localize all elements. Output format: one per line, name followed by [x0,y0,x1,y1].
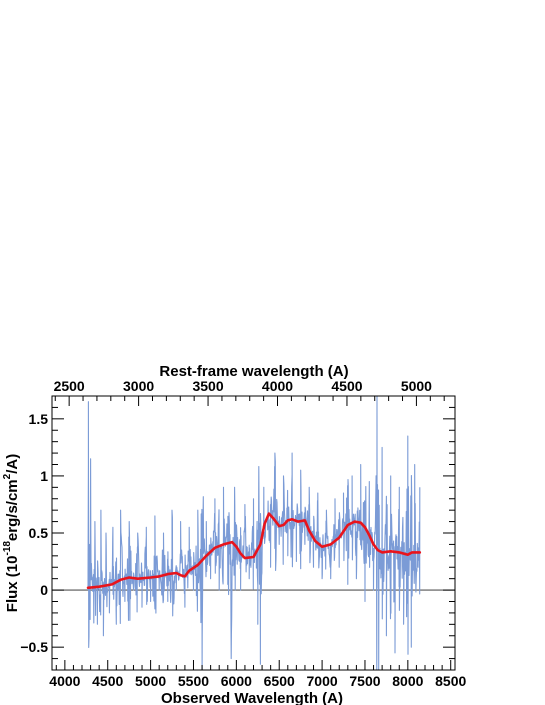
x-tick-label: 5000 [135,673,166,689]
x-axis-title: Observed Wavelength (A) [161,690,343,705]
x-tick-label: 6000 [221,673,252,689]
top-tick-label: 2500 [54,378,85,394]
top-tick-label: 5000 [401,378,432,394]
plot-clipped-group [52,396,455,670]
x-tick-label: 7500 [349,673,380,689]
smoothed-model-line [86,512,422,590]
x-tick-label: 5500 [178,673,209,689]
x-tick-label: 8000 [392,673,423,689]
y-tick-label: 0.5 [29,525,49,541]
y-tick-label: 1.5 [29,411,49,427]
y-tick-label: 0 [40,582,48,598]
y-axis-title-part-2: erg/s/cm [4,479,21,541]
y-axis-title: Flux (10-18erg/s/cm2/A) [2,454,21,612]
x-tick-label: 7000 [307,673,338,689]
axes: 4000 4500 5000 5500 6000 6500 7000 7500 8000 8500… [20,378,466,689]
y-axis-title-part-3: /A) [4,454,21,474]
x-tick-label: 4000 [49,673,80,689]
plot-area [52,396,455,670]
x-tick-label: 8500 [435,673,466,689]
y-tick-label: −0.5 [20,639,48,655]
x-tick-label: 4500 [92,673,123,689]
y-axis-title-sup-2: 2 [2,473,13,479]
top-tick-label: 4500 [331,378,362,394]
top-axis-title: Rest-frame wavelength (A) [159,363,348,380]
y-axis-title-sup-1: -18 [2,541,13,556]
y-axis-title-part-1: Flux (10 [4,556,21,613]
x-tick-label: 6500 [264,673,295,689]
y-tick-label: 1 [40,468,48,484]
top-tick-label: 3500 [192,378,223,394]
top-tick-label: 4000 [262,378,293,394]
top-tick-label: 3000 [123,378,154,394]
observed-spectrum-line [87,396,421,670]
